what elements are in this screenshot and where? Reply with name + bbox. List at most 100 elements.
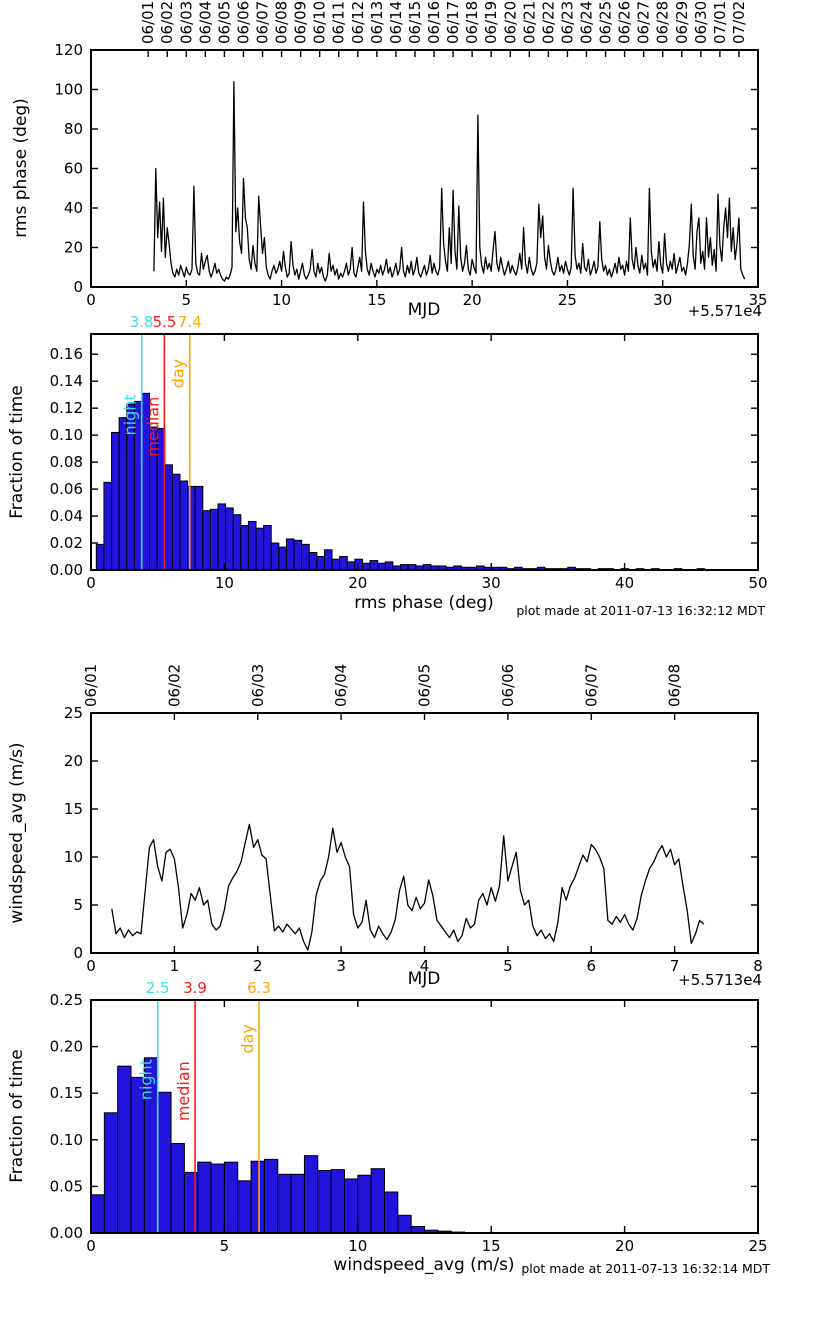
date-label: 06/11 <box>330 1 348 44</box>
y-tick-label: 0.04 <box>50 507 83 525</box>
histogram-bar <box>277 1173 292 1234</box>
date-label: 06/06 <box>234 1 252 44</box>
histogram-bar <box>103 1112 119 1234</box>
chart3-ylabel: windspeed_avg (m/s) <box>7 742 27 924</box>
timeseries-line <box>153 80 746 282</box>
date-label: 06/30 <box>692 1 710 44</box>
y-tick-label: 0.16 <box>50 345 83 363</box>
date-label: 06/15 <box>406 1 424 44</box>
x-tick-label: 10 <box>348 1237 367 1255</box>
x-tick-label: 25 <box>748 1237 767 1255</box>
histogram-bar <box>164 464 173 571</box>
x-tick-label: 35 <box>748 291 767 309</box>
y-tick-label: 0.02 <box>50 534 83 552</box>
date-label: 06/21 <box>520 1 538 44</box>
y-tick-label: 0.06 <box>50 480 83 498</box>
histogram-bar <box>301 543 310 571</box>
chart2-xlabel: rms phase (deg) <box>354 593 494 613</box>
axes-frame <box>90 999 759 1234</box>
chart1-xlabel: MJD <box>407 300 441 320</box>
y-tick-label: 20 <box>64 239 83 257</box>
date-label: 07/01 <box>711 1 729 44</box>
histogram-bar <box>157 1091 172 1234</box>
date-label: 06/27 <box>635 1 653 44</box>
date-label: 06/10 <box>311 1 329 44</box>
date-label: 06/02 <box>158 1 176 44</box>
histogram-bar <box>383 1191 399 1234</box>
date-label: 06/08 <box>666 664 684 707</box>
x-tick-label: 0 <box>86 574 96 592</box>
histogram-bar <box>117 1065 132 1234</box>
date-label: 06/07 <box>582 664 600 707</box>
histogram-bar <box>339 556 348 571</box>
x-tick-label: 10 <box>272 291 291 309</box>
histogram-bar <box>225 507 234 571</box>
histogram-bar <box>90 1194 105 1234</box>
histogram-bar <box>217 503 227 571</box>
date-label: 06/16 <box>425 1 443 44</box>
timeseries-line <box>111 823 705 951</box>
date-label: 06/01 <box>82 664 100 707</box>
histogram-bar <box>330 1169 345 1234</box>
date-label: 06/29 <box>673 1 691 44</box>
y-tick-label: 120 <box>54 41 83 59</box>
y-tick-label: 0.00 <box>50 1224 83 1242</box>
median-value-label: 5.5 <box>152 313 176 331</box>
axes-frame <box>90 333 759 571</box>
date-label: 07/02 <box>730 1 748 44</box>
histogram-bar <box>308 551 318 571</box>
day-value-label: 7.4 <box>178 313 202 331</box>
histogram-bar <box>179 480 189 571</box>
date-label: 06/18 <box>463 1 481 44</box>
median-value-label: 3.9 <box>183 979 207 997</box>
histogram-bar <box>346 561 356 571</box>
x-tick-label: 5 <box>503 957 513 975</box>
histogram-bar <box>118 417 128 571</box>
date-label: 06/05 <box>215 1 233 44</box>
chart1-ylabel: rms phase (deg) <box>11 98 31 238</box>
date-label: 06/04 <box>196 1 214 44</box>
date-label: 06/19 <box>482 1 500 44</box>
x-tick-label: 30 <box>653 291 672 309</box>
histogram-bar <box>293 539 303 571</box>
windspeed-histogram-chart: 2.5 night 3.9 median 6.3 day 0 5 10 15 20 25 0.00 0.0… <box>50 979 768 1255</box>
chart2-ylabel: Fraction of time <box>7 385 27 519</box>
histogram-bar <box>210 1163 225 1234</box>
histogram-bar <box>95 543 105 571</box>
y-tick-label: 0.20 <box>50 1038 83 1056</box>
night-value-label: 2.5 <box>146 979 170 997</box>
day-value-label: 6.3 <box>247 979 271 997</box>
histogram-bar <box>255 527 265 571</box>
histogram-bar <box>247 520 257 571</box>
histogram-bar <box>357 1174 372 1234</box>
histogram-bar <box>223 1161 239 1234</box>
x-tick-label: 8 <box>753 957 763 975</box>
x-tick-label: 0 <box>86 291 96 309</box>
date-label: 06/17 <box>444 1 462 44</box>
date-label: 06/14 <box>387 1 405 44</box>
chart4-xlabel: windspeed_avg (m/s) <box>333 1255 515 1275</box>
date-label: 06/25 <box>597 1 615 44</box>
x-tick-label: 0 <box>86 957 96 975</box>
chart1-x-offset: +5.571e4 <box>687 302 762 320</box>
histogram-bar <box>397 1214 412 1234</box>
date-label: 06/07 <box>254 1 272 44</box>
histogram-bar <box>202 510 211 571</box>
x-tick-label: 20 <box>463 291 482 309</box>
chart4-timestamp-note: plot made at 2011-07-13 16:32:14 MDT <box>521 1261 770 1276</box>
date-label: 06/04 <box>332 664 350 707</box>
night-name-label: night <box>137 1059 156 1100</box>
y-tick-label: 0.00 <box>50 561 83 579</box>
histogram-bar <box>194 485 204 571</box>
y-tick-label: 0.05 <box>50 1177 83 1195</box>
histogram-bar <box>171 473 181 571</box>
histogram-bar <box>209 508 219 571</box>
histogram-bar <box>285 538 295 571</box>
histogram-bar <box>263 1158 279 1234</box>
y-tick-label: 40 <box>64 199 83 217</box>
histogram-bar <box>331 558 341 571</box>
